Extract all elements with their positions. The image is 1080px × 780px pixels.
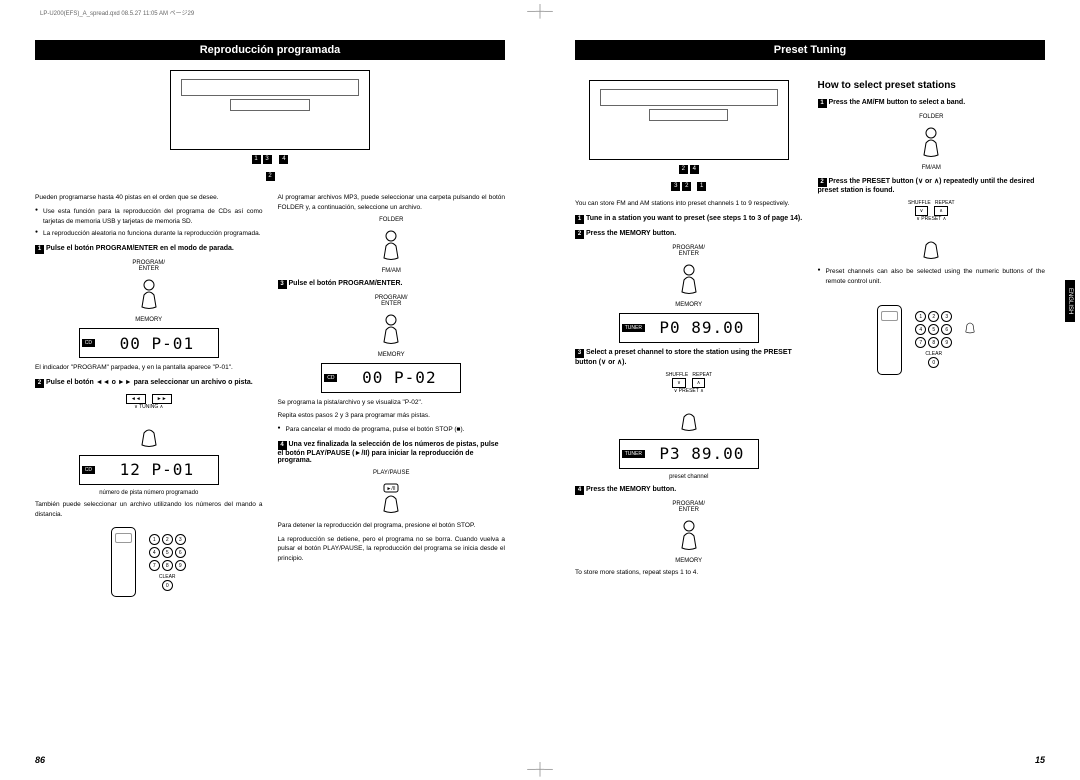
s4a: Para detener la reproducción del program… [278,521,506,531]
hand1 [124,277,174,312]
hand7 [664,399,714,434]
lbl-mem4: MEMORY [575,558,803,564]
lbl-folder1: FOLDER [278,217,506,223]
remote1 [111,527,136,597]
page-left: Reproducción programada 13 4 2 Pueden pr… [0,0,540,780]
b1: Use esta función para la reproducción de… [35,207,263,227]
hand4 [366,312,416,347]
lcd-r1: TUNERP0 89.00 [619,313,759,343]
s3c: Para cancelar el modo de programa, pulse… [278,425,506,435]
device-img-r [589,80,789,160]
lcd1: CD00 P-01 [79,328,219,358]
s1: 1Pulse el botón PROGRAM/ENTER en el modo… [35,245,263,254]
lbl-mem1: MEMORY [35,317,263,323]
lbl-mem3: MEMORY [575,302,803,308]
lbl-play: PLAY/PAUSE [278,470,506,476]
h2: 2Press the PRESET button (∨ or ∧) repeat… [818,177,1046,194]
remote2 [877,305,902,375]
tuning-btns: ◄◄►►∨ TUNING ∧ [35,394,263,410]
lbl-mem2: MEMORY [278,352,506,358]
preset-btns2: SHUFFLE REPEAT∨∧∨ PRESET ∧ [818,200,1046,222]
hand10 [906,227,956,262]
pgnum-r: 15 [1035,755,1045,765]
s4: 4Una vez finalizada la selección de los … [278,441,506,464]
h2a: Preset channels can also be selected usi… [818,267,1046,287]
cap-r: preset channel [575,474,803,480]
lcd-r2: TUNERP3 89.00 [619,439,759,469]
col-l1: Pueden programarse hasta 40 pistas en el… [35,189,263,597]
keypad2: 123 456 789 CLEAR0 [914,309,953,370]
lbl-fmam2: FM/AM [818,165,1046,171]
s2: 2Pulse el botón ◄◄ o ►► para seleccionar… [35,379,263,388]
rs2: 2Press the MEMORY button. [575,230,803,239]
cap1: número de pista número programado [35,490,263,496]
rs4: 4Press the MEMORY button. [575,486,803,495]
rs4a: To store more stations, repeat steps 1 t… [575,568,803,578]
col-r2: How to select preset stations 1Press the… [818,70,1046,582]
lbl-pe2: PROGRAM/ENTER [278,295,506,307]
s4b: La reproducción se detiene, pero el prog… [278,535,506,564]
s2a: También puede seleccionar un archivo uti… [35,500,263,520]
keypad1: 123 456 789 CLEAR0 [148,532,187,593]
pgnum-l: 86 [35,755,45,765]
s3: 3Pulse el botón PROGRAM/ENTER. [278,280,506,289]
hand5: ►/II [366,481,416,516]
s1a: El indicador "PROGRAM" parpadea, y en la… [35,363,263,373]
b2: La reproducción aleatoria no funciona du… [35,229,263,239]
hand6 [664,262,714,297]
title-right: Preset Tuning [575,40,1045,60]
lcd3: CD00 P-02 [321,363,461,393]
lcd2: CD12 P-01 [79,455,219,485]
preset-btns1: SHUFFLE REPEAT∨∧∨ PRESET ∧ [575,372,803,394]
lbl-folder2: FOLDER [818,114,1046,120]
r1: Al programar archivos MP3, puede selecci… [278,193,506,213]
lbl-fmam1: FM/AM [278,268,506,274]
sec-title: How to select preset stations [818,80,1046,91]
hand2 [124,415,174,450]
hand9 [906,125,956,160]
lbl-pe4: PROGRAM/ENTER [575,501,803,513]
nums-top-r: 24 [575,165,803,174]
nums-bot-r: 32 1 [575,182,803,191]
col-l2: Al programar archivos MP3, puede selecci… [278,189,506,597]
s3b: Repita estos pasos 2 y 3 para programar … [278,411,506,421]
hand11 [955,307,985,342]
device-img-l [170,70,370,150]
svg-text:►/II: ►/II [387,486,396,492]
h1: 1Press the AM/FM button to select a band… [818,99,1046,108]
page-right: Preset Tuning 24 32 1 You can store FM a… [540,0,1080,780]
lang-tab: ENGLISH [1065,280,1075,322]
lbl-pe1: PROGRAM/ENTER [35,260,263,272]
rs3: 3Select a preset channel to store the st… [575,349,803,366]
nums-bot-l: 2 [35,172,505,181]
intro-l: Pueden programarse hasta 40 pistas en el… [35,193,263,203]
hand8 [664,518,714,553]
lbl-pe3: PROGRAM/ENTER [575,245,803,257]
col-r1: 24 32 1 You can store FM and AM stations… [575,70,803,582]
rs1: 1Tune in a station you want to preset (s… [575,215,803,224]
s3a: Se programa la pista/archivo y se visual… [278,398,506,408]
hand3 [366,228,416,263]
nums-top-l: 13 4 [35,155,505,164]
title-left: Reproducción programada [35,40,505,60]
intro-r: You can store FM and AM stations into pr… [575,199,803,209]
